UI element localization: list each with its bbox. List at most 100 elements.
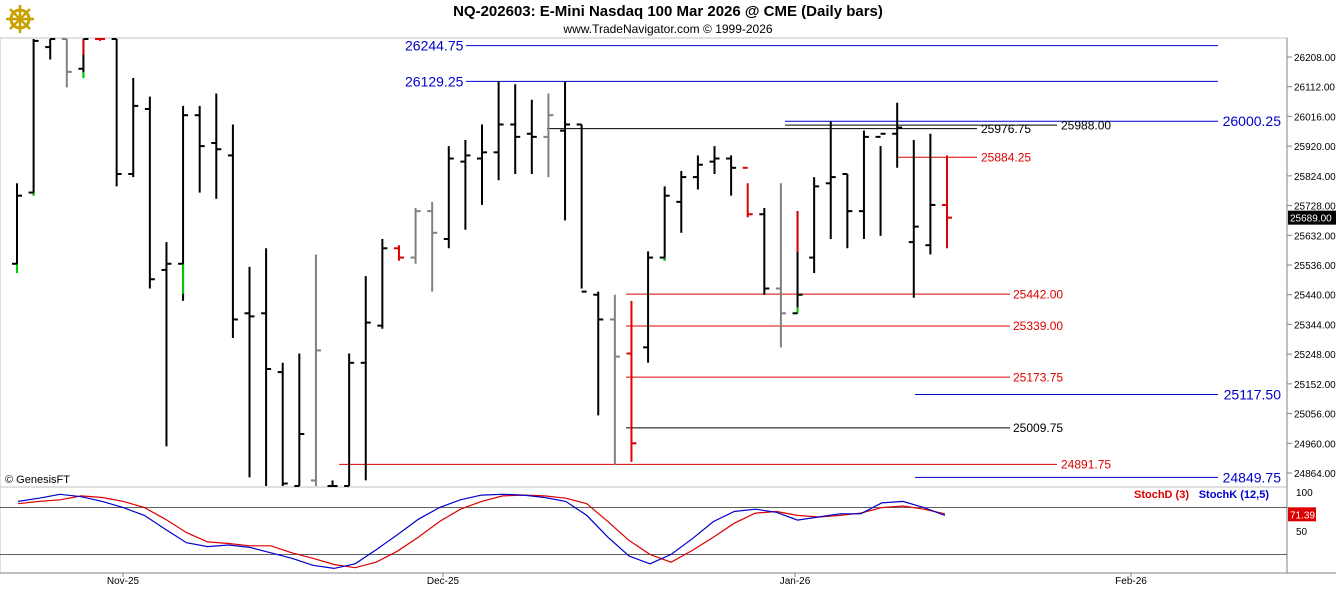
level-label: 24891.75 — [1061, 458, 1111, 472]
y-tick-label: 25728.00 — [1294, 202, 1336, 213]
last-price-box — [1288, 210, 1336, 225]
x-tick-label: Feb-26 — [1115, 576, 1147, 587]
stoch-y-tick-label: 50 — [1296, 527, 1308, 538]
ohlc-bar — [676, 170, 687, 233]
ohlc-bar — [709, 146, 720, 174]
level-label: 26129.25 — [405, 73, 464, 89]
ohlc-bar — [892, 102, 903, 168]
ohlc-bar — [626, 300, 637, 462]
ohlc-bar — [128, 78, 139, 178]
ohlc-bar — [742, 166, 753, 218]
level-label: 25173.75 — [1013, 370, 1063, 384]
stoch-last-label: 71.39 — [1290, 510, 1315, 521]
ohlc-bar — [925, 133, 936, 255]
last-price-label: 25689.00 — [1290, 214, 1332, 225]
ohlc-bar — [344, 353, 355, 487]
ohlc-bar — [526, 99, 537, 174]
y-tick-label: 25152.00 — [1294, 380, 1336, 391]
ohlc-bar — [377, 239, 388, 329]
y-tick-label: 25056.00 — [1294, 410, 1336, 421]
ohlc-bar — [759, 208, 770, 295]
ohlc-bar — [543, 93, 554, 178]
ohlc-bar — [726, 155, 737, 196]
watermark: © GenesisFT — [5, 474, 70, 486]
ohlc-bar — [659, 186, 670, 261]
stochk-legend: StochK (12,5) — [1199, 489, 1270, 501]
gold-ship-wheel-icon[interactable] — [3, 3, 37, 35]
ohlc-bar — [360, 276, 371, 481]
level-label: 25339.00 — [1013, 319, 1063, 333]
ohlc-bar — [560, 81, 571, 221]
y-tick-label: 24960.00 — [1294, 439, 1336, 450]
ohlc-bar — [792, 211, 803, 315]
ohlc-bar — [161, 242, 172, 447]
ohlc-bar — [443, 146, 454, 249]
x-tick-label: Dec-25 — [427, 576, 460, 587]
stochk-line — [17, 493, 946, 570]
y-tick-label: 25248.00 — [1294, 350, 1336, 361]
y-tick-label: 26016.00 — [1294, 112, 1336, 123]
ohlc-bar — [28, 39, 39, 196]
ohlc-bar — [211, 93, 222, 199]
stochd-legend: StochD (3) — [1134, 489, 1189, 501]
ohlc-bar — [842, 173, 853, 249]
ohlc-bar — [61, 38, 72, 88]
stoch-last-box — [1288, 507, 1316, 522]
stoch-panel-frame — [0, 486, 1288, 574]
ohlc-bar — [875, 132, 886, 236]
ohlc-bar — [825, 121, 836, 239]
x-tick-label: Nov-25 — [107, 576, 140, 587]
level-label: 26244.75 — [405, 38, 464, 54]
ohlc-bar — [410, 208, 421, 264]
stoch-y-tick-label: 100 — [1296, 488, 1313, 499]
x-tick-label: Jan-26 — [780, 576, 811, 587]
y-tick-label: 26208.00 — [1294, 53, 1336, 64]
chart-title: NQ-202603: E-Mini Nasdaq 100 Mar 2026 @ … — [453, 3, 883, 20]
level-label: 25884.25 — [981, 150, 1031, 164]
ohlc-bar — [576, 123, 587, 293]
chart-subtitle: www.TradeNavigator.com © 1999-2026 — [563, 22, 773, 36]
ohlc-bar — [427, 201, 438, 292]
level-label: 26000.25 — [1223, 113, 1282, 129]
ohlc-bar — [261, 248, 272, 486]
ohlc-bar — [393, 245, 404, 261]
ohlc-bar — [111, 38, 122, 187]
ohlc-bar — [643, 251, 654, 363]
ohlc-bar — [908, 139, 919, 298]
level-label: 25976.75 — [981, 122, 1031, 136]
ohlc-bar — [692, 155, 703, 190]
ohlc-bar — [45, 38, 56, 60]
ohlc-bar — [809, 177, 820, 274]
ohlc-bar — [95, 38, 106, 41]
ohlc-bar — [310, 254, 321, 486]
price-panel-frame — [0, 37, 1288, 488]
ohlc-bar — [244, 266, 255, 478]
ohlc-bar — [178, 105, 189, 301]
ohlc-bar — [593, 291, 604, 416]
ohlc-bar — [277, 362, 288, 486]
y-tick-label: 25344.00 — [1294, 320, 1336, 331]
ohlc-bar — [194, 105, 205, 193]
y-tick-label: 24864.00 — [1294, 469, 1336, 480]
ohlc-bar — [858, 130, 869, 239]
ohlc-bar — [327, 480, 338, 487]
y-tick-label: 26112.00 — [1294, 83, 1335, 94]
ohlc-bar — [510, 84, 521, 174]
level-label: 24849.75 — [1223, 469, 1282, 485]
y-tick-label: 25824.00 — [1294, 172, 1336, 183]
ohlc-bar — [294, 353, 305, 487]
ohlc-bar — [775, 183, 786, 348]
level-label: 25988.00 — [1061, 118, 1111, 132]
ohlc-bar — [460, 139, 471, 230]
y-tick-label: 25440.00 — [1294, 291, 1336, 302]
ohlc-bar — [78, 38, 89, 79]
ohlc-bar — [12, 183, 22, 274]
y-tick-label: 25920.00 — [1294, 142, 1336, 153]
stochd-line — [17, 494, 946, 569]
level-label: 25009.75 — [1013, 421, 1063, 435]
ohlc-bar — [144, 96, 155, 289]
y-tick-label: 25632.00 — [1294, 231, 1336, 242]
ohlc-bar — [942, 155, 952, 249]
ohlc-bar — [493, 81, 504, 181]
